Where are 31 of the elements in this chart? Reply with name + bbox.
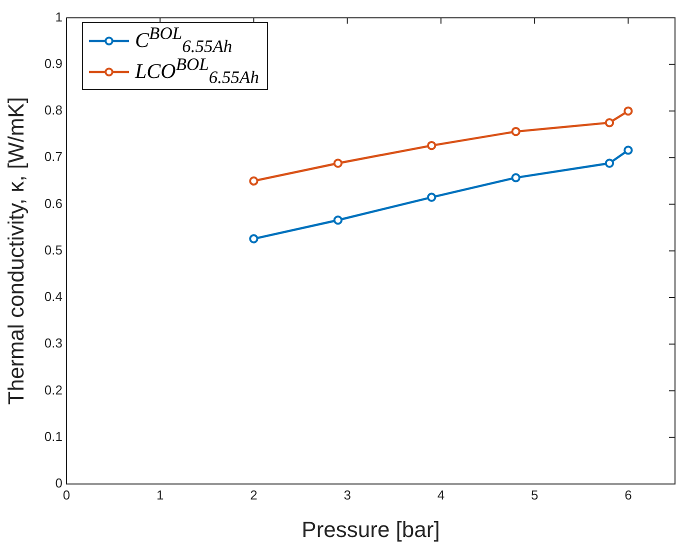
y-axis-title: Thermal conductivity, κ, [W/mK] xyxy=(3,97,28,405)
y-tick-label: 0.8 xyxy=(44,102,62,118)
y-tick-label: 0.3 xyxy=(44,336,62,351)
point xyxy=(333,216,343,225)
x-tick-label: 3 xyxy=(344,487,351,502)
x-tick-label: 6 xyxy=(624,487,632,502)
y-tick-label: 0.9 xyxy=(44,56,62,71)
point xyxy=(624,106,633,116)
point xyxy=(426,192,436,202)
y-tick-label: 0.7 xyxy=(44,149,62,164)
x-tick-label: 1 xyxy=(156,487,164,502)
point xyxy=(333,158,343,168)
y-tick-label: 0.4 xyxy=(44,289,62,304)
point xyxy=(249,234,258,244)
y-tick-label: 0.5 xyxy=(44,242,62,258)
point xyxy=(604,158,614,168)
x-tick-label: 4 xyxy=(437,487,445,502)
y-tick-label: 0.1 xyxy=(44,428,62,444)
x-tick-label: 5 xyxy=(530,487,538,502)
point xyxy=(426,140,436,150)
point xyxy=(511,126,520,136)
point xyxy=(511,173,520,182)
y-tick-label: 0.2 xyxy=(44,382,62,398)
point xyxy=(249,176,258,186)
y-tick-label: 0.6 xyxy=(44,196,62,211)
x-axis-title: Pressure [bar] xyxy=(302,516,440,542)
y-tick-label: 0 xyxy=(55,476,62,491)
x-tick-label: 2 xyxy=(250,487,258,502)
point xyxy=(624,146,633,155)
y-tick-label: 1 xyxy=(55,9,62,24)
point xyxy=(604,118,614,128)
